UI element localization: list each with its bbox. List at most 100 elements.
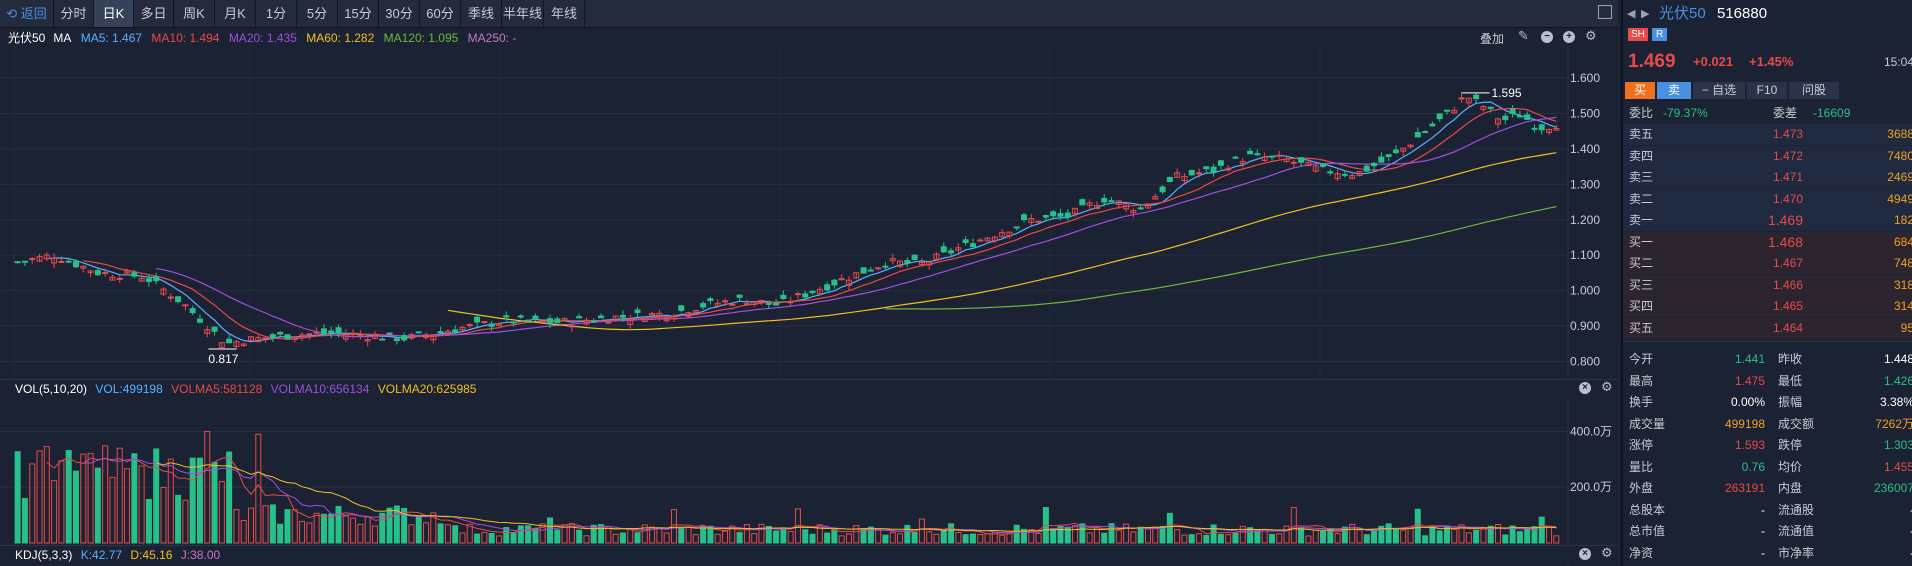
volume-close-icon[interactable]: × [1579, 382, 1591, 394]
volume-bar [831, 529, 838, 544]
period-tab-3[interactable]: 周K [174, 0, 215, 27]
period-tab-4[interactable]: 月K [215, 0, 256, 27]
period-tab-10[interactable]: 季线 [461, 0, 502, 27]
panel-toggle-icon[interactable] [1598, 5, 1612, 19]
volma5-line [46, 456, 1557, 535]
trade-tab-0[interactable]: 买 [1625, 82, 1655, 99]
stat-value: 7262万 [1875, 416, 1912, 431]
candle-body [1181, 175, 1188, 181]
stat-row: 总市值-流通值- [1623, 520, 1912, 542]
volume-bar [466, 523, 473, 544]
back-button[interactable]: ⟲ 返回 [0, 0, 54, 27]
stat-value: 263191 [1724, 481, 1765, 495]
main-settings-icon[interactable]: ⚙ [1585, 28, 1597, 43]
period-tab-1[interactable]: 日K [94, 0, 134, 27]
volume-bar [1203, 534, 1210, 544]
period-tab-2[interactable]: 多日 [134, 0, 174, 27]
volume-bar [1400, 529, 1407, 544]
stat-row: 量比 0.76 均价 1.455 [1623, 456, 1912, 478]
ask-row[interactable]: 卖五 1.473 3688 [1623, 124, 1912, 145]
candle-body [131, 272, 138, 277]
volume-settings-icon[interactable]: ⚙ [1601, 379, 1613, 394]
trade-tab-1[interactable]: 卖 [1657, 82, 1691, 99]
ask-row[interactable]: 卖四 1.472 7480 [1623, 145, 1912, 167]
trade-tab-3[interactable]: F10 [1747, 82, 1787, 99]
candle-body [94, 270, 101, 276]
kdj-close-icon[interactable]: × [1579, 548, 1591, 560]
bid-row[interactable]: 买二 1.467 748 [1623, 253, 1912, 274]
bid-row[interactable]: 买一 1.468 684 [1623, 231, 1912, 253]
candle-body [561, 318, 568, 321]
period-tab-8[interactable]: 30分 [379, 0, 420, 27]
candle-body [1152, 196, 1159, 200]
y-tick-label: 0.800 [1570, 354, 1600, 368]
ma60-line [447, 152, 1557, 331]
volume-bar [765, 525, 772, 544]
period-tab-6[interactable]: 5分 [297, 0, 338, 27]
candle-body [1495, 118, 1502, 125]
candle-body [65, 260, 72, 263]
next-instrument-icon[interactable]: ▶ [1641, 8, 1650, 20]
volume-bar [1239, 525, 1246, 544]
candle-body [1392, 149, 1399, 154]
bid-row[interactable]: 买四 1.465 314 [1623, 296, 1912, 317]
candle-body [780, 294, 787, 299]
ask-price: 1.470 [1772, 191, 1803, 206]
volume-bar [503, 527, 510, 544]
high-price-label: 1.595 [1492, 86, 1522, 100]
volume-bar [1298, 527, 1305, 544]
candle-body [991, 236, 998, 242]
candle-body [882, 265, 889, 268]
bid-label: 买四 [1629, 299, 1654, 313]
ask-row[interactable]: 卖二 1.470 4949 [1623, 188, 1912, 210]
volume-bar [43, 446, 50, 544]
period-tab-7[interactable]: 15分 [338, 0, 379, 27]
volume-bar [809, 533, 816, 544]
vol-tick-label: 200.0万 [1570, 480, 1612, 494]
volume-bar [1480, 527, 1487, 544]
candle-body [80, 265, 87, 269]
zoom-in-icon[interactable]: + [1563, 31, 1575, 43]
ask-row[interactable]: 卖三 1.471 2469 [1623, 167, 1912, 188]
period-tab-0[interactable]: 分时 [54, 0, 94, 27]
volume-bar [926, 531, 933, 544]
bid-label: 买三 [1629, 277, 1654, 292]
period-tab-12[interactable]: 年线 [544, 0, 585, 27]
period-tab-9[interactable]: 60分 [420, 0, 461, 27]
kline-chart[interactable]: 1.600 1.500 1.400 1.300 1.200 1.100 1.000 0.900… [0, 46, 1618, 566]
candle-body [612, 315, 619, 321]
back-arrow-icon: ⟲ [6, 6, 18, 21]
ask-row[interactable]: 卖一 1.469 182 [1623, 210, 1912, 231]
volume-bar [685, 526, 692, 544]
candle-body [1006, 231, 1013, 237]
prev-instrument-icon[interactable]: ◀ [1627, 8, 1636, 20]
volume-bar [700, 525, 707, 544]
candle-body [1210, 166, 1217, 173]
candle-body [824, 284, 831, 291]
stat-value: 499198 [1724, 416, 1765, 431]
volume-bar [153, 448, 160, 544]
trade-tab-4[interactable]: 问股 [1789, 82, 1839, 99]
volume-bar [299, 520, 306, 544]
volume-bar [124, 468, 131, 544]
ask-label: 卖二 [1629, 191, 1654, 206]
pencil-icon[interactable]: ✎ [1518, 28, 1529, 43]
period-tab-5[interactable]: 1分 [256, 0, 297, 27]
volume-bar [663, 532, 670, 544]
candle-body [765, 302, 772, 305]
bid-row[interactable]: 买五 1.464 95 [1623, 317, 1912, 339]
bid-row[interactable]: 买三 1.466 318 [1623, 274, 1912, 296]
kdj-settings-icon[interactable]: ⚙ [1601, 545, 1613, 560]
trade-tab-2[interactable]: − 自选 [1693, 82, 1745, 99]
overlay-button[interactable]: 叠加 [1480, 32, 1505, 46]
period-tab-11[interactable]: 半年线 [502, 0, 544, 27]
stat-label: 外盘 [1629, 481, 1654, 495]
candle-body [1064, 212, 1071, 218]
volume-bar [1305, 535, 1312, 544]
zoom-out-icon[interactable]: − [1541, 31, 1553, 43]
candle-body [175, 296, 182, 303]
candle-body [277, 331, 284, 335]
candle-body [1546, 128, 1553, 133]
volume-bar [933, 533, 940, 544]
candle-body [342, 333, 349, 340]
